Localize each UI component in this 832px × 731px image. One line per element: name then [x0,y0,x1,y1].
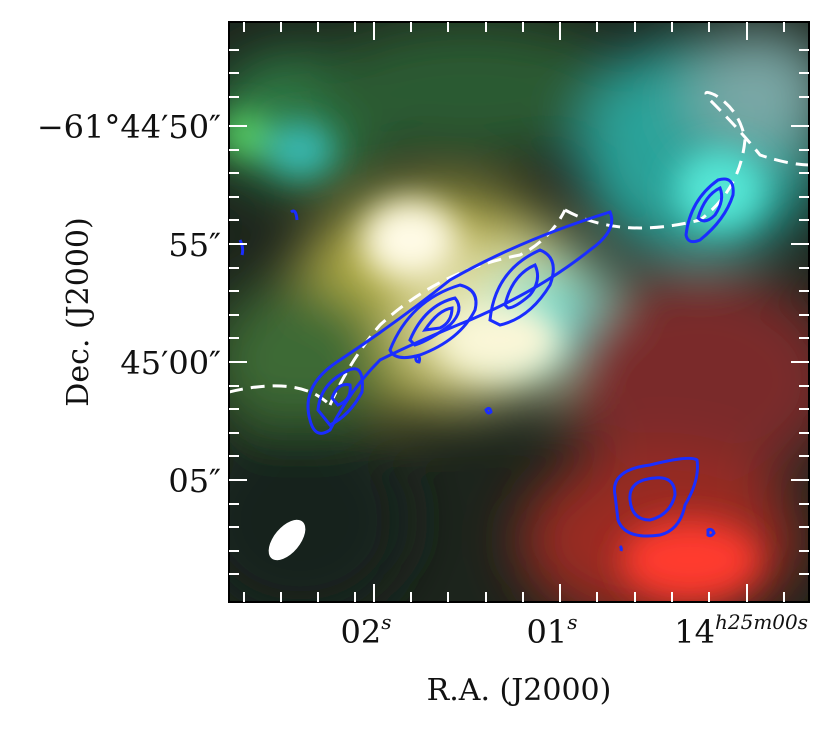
x-tick-label: 01s [527,610,578,651]
y-axis-title: Dec. (J2000) [61,217,96,406]
x-tick-label: 02s [341,610,392,651]
blue-contours [238,177,735,552]
tick-marks [229,22,809,602]
y-tick-label: 45′00″ [120,344,221,382]
white-dashed-arc [229,90,809,407]
y-tick-label: −61°44′50″ [37,108,221,146]
x-axis-title: R.A. (J2000) [427,673,612,708]
x-tick-label: 14h25m00s [674,610,808,651]
y-tick-label: 05″ [168,462,221,500]
beam-ellipse [268,519,306,561]
rgb-composite-image [229,22,809,602]
y-tick-label: 55″ [168,226,221,264]
plot-frame [228,21,810,603]
